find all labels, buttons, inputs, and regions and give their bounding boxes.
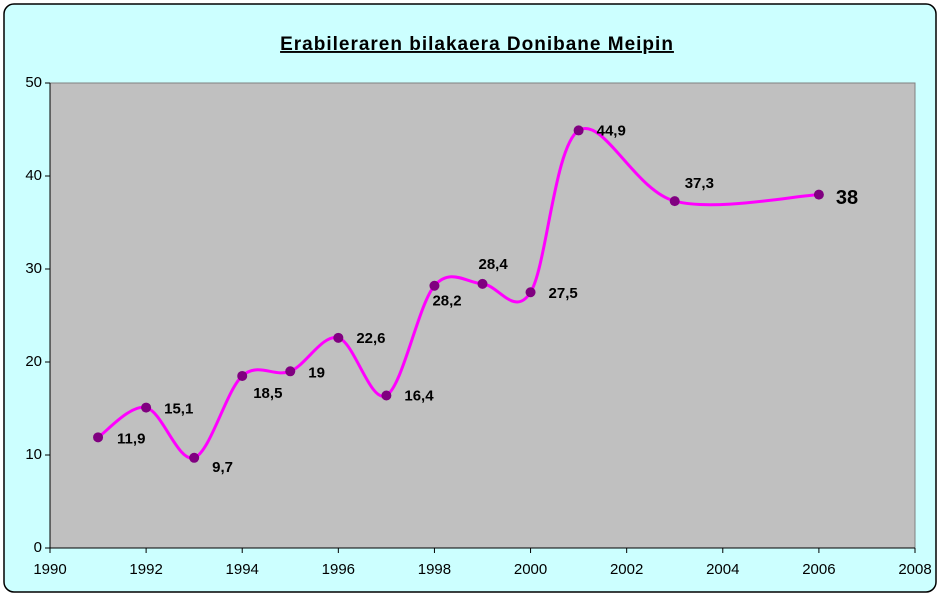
- x-tick-label: 2004: [706, 561, 739, 578]
- data-label: 22,6: [356, 330, 385, 347]
- data-point: [669, 196, 680, 207]
- x-tick-label: 2008: [898, 561, 931, 578]
- data-label: 16,4: [404, 387, 434, 404]
- y-tick-label: 50: [25, 74, 42, 91]
- x-tick-label: 2006: [802, 561, 835, 578]
- x-tick-label: 1996: [322, 561, 355, 578]
- data-label: 15,1: [164, 401, 193, 418]
- y-tick-label: 0: [34, 539, 42, 556]
- data-point: [285, 366, 296, 377]
- x-tick-label: 1998: [418, 561, 451, 578]
- data-point: [573, 125, 584, 136]
- data-point: [477, 278, 488, 289]
- y-tick-label: 30: [25, 260, 42, 277]
- y-tick-label: 20: [25, 353, 42, 370]
- data-label: 18,5: [253, 385, 282, 402]
- data-label: 38: [836, 187, 858, 209]
- data-label: 27,5: [549, 285, 578, 302]
- data-point: [93, 432, 104, 443]
- data-label: 19: [308, 364, 325, 381]
- x-tick-label: 1994: [226, 561, 259, 578]
- y-tick-label: 40: [25, 167, 42, 184]
- x-tick-label: 1992: [129, 561, 162, 578]
- data-label: 28,4: [479, 256, 509, 273]
- data-label: 28,2: [432, 293, 461, 310]
- x-tick-label: 2000: [514, 561, 547, 578]
- data-point: [141, 402, 152, 413]
- data-label: 9,7: [212, 459, 233, 476]
- chart-title: Erabileraren bilakaera Donibane Meipin: [280, 34, 674, 55]
- data-point: [813, 189, 824, 200]
- data-label: 44,9: [597, 122, 626, 139]
- data-label: 37,3: [685, 175, 714, 192]
- plot-area: [49, 82, 916, 549]
- data-line: [97, 126, 819, 460]
- x-tick-label: 2002: [610, 561, 643, 578]
- data-point: [189, 452, 200, 463]
- data-point: [237, 370, 248, 381]
- data-point: [333, 332, 344, 343]
- data-point: [525, 287, 536, 298]
- y-tick-label: 10: [25, 446, 42, 463]
- data-point: [381, 390, 392, 401]
- x-tick-label: 1990: [33, 561, 66, 578]
- data-label: 11,9: [117, 430, 145, 447]
- data-point: [429, 280, 440, 291]
